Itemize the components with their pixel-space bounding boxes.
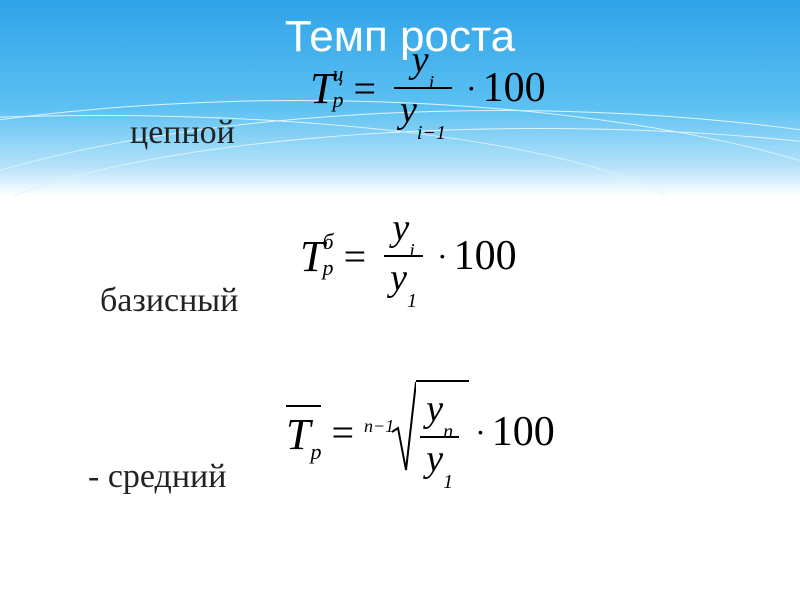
- multiply-dot: ·: [466, 70, 477, 107]
- multiply-dot: ·: [475, 414, 486, 451]
- numerator-var: y: [392, 207, 409, 249]
- nth-root: n−1 yn y1: [364, 380, 469, 483]
- fraction: yn y1: [420, 390, 459, 483]
- formula-base: T б p = yi y1 · 100: [300, 209, 517, 302]
- fraction: yi yi−1: [394, 41, 452, 134]
- radical-svg: [392, 380, 416, 472]
- superscript: б: [322, 232, 333, 252]
- equals-sign: =: [331, 409, 354, 456]
- radical-sign: yn y1: [392, 380, 469, 483]
- equals-sign: =: [344, 233, 367, 280]
- radicand: yn y1: [416, 380, 469, 483]
- symbol-T: T: [300, 231, 324, 282]
- subscript: p: [322, 258, 333, 278]
- numerator-var: y: [412, 39, 429, 81]
- formula-mean: Tp = n−1 yn y1 · 100: [286, 380, 555, 483]
- symbol-T: T: [286, 410, 310, 459]
- root-index: n−1: [364, 416, 394, 437]
- constant-100: 100: [454, 232, 517, 280]
- superscript: ц: [332, 64, 343, 84]
- formula-chain: T ц p = yi yi−1 · 100: [310, 41, 546, 134]
- numerator-var: y: [426, 388, 443, 430]
- subscript: p: [310, 439, 321, 464]
- label-mean: - средний: [88, 458, 226, 496]
- label-chain: цепной: [130, 114, 235, 152]
- label-base: базисный: [100, 282, 238, 320]
- denominator-var: y: [400, 89, 417, 131]
- numerator-sub: n: [443, 421, 453, 443]
- denominator-var: y: [390, 257, 407, 299]
- numerator-sub: i: [409, 240, 415, 262]
- denominator-var: y: [426, 438, 443, 480]
- fraction: yi y1: [384, 209, 423, 302]
- constant-100: 100: [483, 64, 546, 112]
- multiply-dot: ·: [437, 238, 448, 275]
- equals-sign: =: [353, 65, 376, 112]
- overline-T: Tp: [286, 405, 321, 460]
- subscript: p: [332, 90, 343, 110]
- denominator-sub: i−1: [417, 122, 446, 144]
- numerator-sub: i: [429, 72, 435, 94]
- denominator-sub: 1: [407, 290, 417, 312]
- symbol-T: T: [310, 63, 334, 114]
- denominator-sub: 1: [443, 471, 453, 493]
- constant-100: 100: [492, 408, 555, 456]
